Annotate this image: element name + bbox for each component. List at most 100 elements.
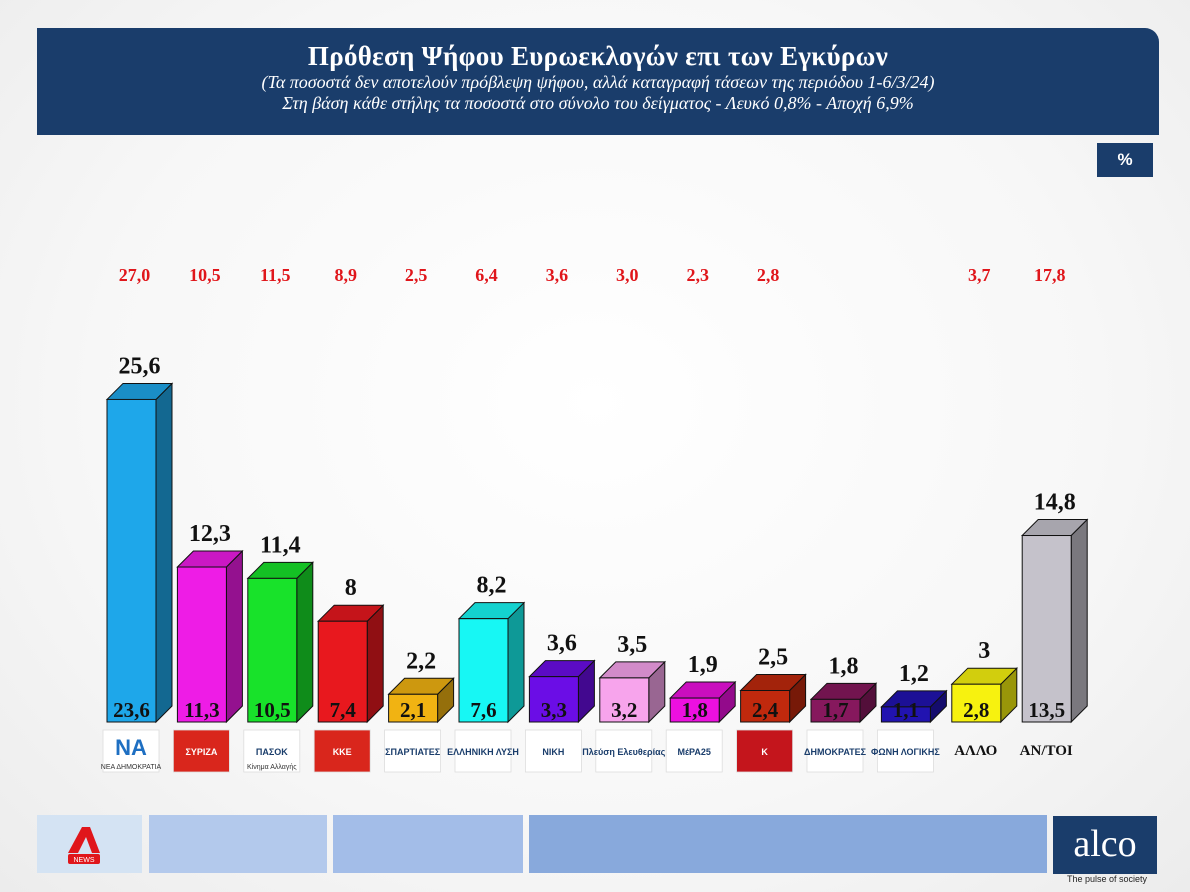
red-comparison-label: 3,0 bbox=[616, 265, 639, 285]
bar-value-label: 8,2 bbox=[477, 573, 507, 599]
bar-base-label: 1,1 bbox=[893, 698, 919, 722]
party-logo-text: ΑΝ/ΤΟΙ bbox=[1020, 743, 1073, 759]
party-logo-box bbox=[313, 729, 371, 773]
party-logo-text: ΚΚΕ bbox=[333, 747, 352, 757]
bar-side bbox=[366, 603, 384, 724]
party-logo-box bbox=[384, 729, 442, 773]
party-logo-text: Πλεύση Ελευθερίας bbox=[582, 747, 665, 757]
party-logo-box bbox=[736, 729, 793, 773]
alpha-news-text: NEWS bbox=[74, 857, 95, 864]
bar bbox=[1021, 535, 1072, 723]
bar-base-label: 23,6 bbox=[113, 698, 150, 722]
bar-base-label: 7,6 bbox=[470, 698, 496, 722]
red-comparison-label: 11,5 bbox=[260, 265, 291, 285]
bar-base-label: 13,5 bbox=[1028, 698, 1065, 722]
chart-subtitle-1: (Τα ποσοστά δεν αποτελούν πρόβλεψη ψήφου… bbox=[261, 72, 935, 92]
bar bbox=[951, 683, 1002, 723]
red-comparison-label: 2,8 bbox=[757, 265, 780, 285]
party-logo-box bbox=[665, 729, 723, 773]
party-logo-box bbox=[102, 729, 160, 773]
bar bbox=[528, 676, 579, 723]
bar-value-label: 1,2 bbox=[899, 661, 929, 687]
party-logo-text: ΝΙΚΗ bbox=[542, 747, 564, 757]
red-comparison-label: 10,5 bbox=[189, 265, 221, 285]
bar bbox=[176, 566, 227, 723]
party-logo-box bbox=[595, 729, 653, 773]
party-logo-text: ΝΑ bbox=[115, 735, 147, 760]
bar-value-label: 11,4 bbox=[260, 532, 301, 558]
party-logo-text: ΕΛΛΗΝΙΚΗ ΛΥΣΗ bbox=[447, 747, 519, 757]
bar bbox=[458, 618, 509, 723]
bar-value-label: 2,5 bbox=[758, 645, 788, 671]
title-banner: Πρόθεση Ψήφου Ευρωεκλογών επι των Εγκύρω… bbox=[37, 28, 1159, 135]
bar-value-label: 3,5 bbox=[617, 632, 647, 658]
bar-value-label: 1,9 bbox=[688, 652, 718, 678]
bar bbox=[880, 706, 931, 723]
party-logo-box bbox=[877, 729, 934, 773]
bar bbox=[599, 677, 650, 723]
party-logo-text: ΔΗΜΟΚΡΑΤΕΣ bbox=[804, 747, 867, 757]
bar bbox=[669, 697, 720, 723]
bar-base-label: 7,4 bbox=[330, 698, 357, 722]
bar bbox=[106, 398, 157, 723]
bar-value-label: 1,8 bbox=[829, 653, 859, 679]
party-logo-text: ΠΑΣΟΚ bbox=[256, 747, 288, 757]
alco-logo: alco bbox=[1053, 816, 1157, 874]
party-logo-box bbox=[454, 729, 512, 773]
party-logo-text: ΜέΡΑ25 bbox=[677, 747, 710, 757]
red-comparison-label: 2,3 bbox=[686, 265, 709, 285]
bar-base-label: 2,1 bbox=[400, 698, 426, 722]
bar-value-label: 3 bbox=[978, 638, 990, 664]
footer-block bbox=[529, 815, 1047, 873]
party-logo-box bbox=[806, 729, 864, 773]
red-comparison-label: 17,8 bbox=[1034, 265, 1066, 285]
bar-value-label: 12,3 bbox=[189, 521, 231, 547]
bar-value-label: 25,6 bbox=[119, 353, 161, 379]
party-logo-text: ΑΛΛΟ bbox=[954, 743, 997, 759]
red-comparison-label: 2,5 bbox=[405, 265, 428, 285]
red-comparison-label: 8,9 bbox=[334, 265, 357, 285]
chart-subtitle-2: Στη βάση κάθε στήλης τα ποσοστά στο σύνο… bbox=[282, 93, 914, 113]
bar-base-label: 1,8 bbox=[682, 698, 708, 722]
footer-block bbox=[333, 815, 523, 873]
bar-side bbox=[155, 382, 173, 724]
bar-value-label: 8 bbox=[345, 575, 357, 601]
party-logo-text: ΣΥΡΙΖΑ bbox=[185, 747, 217, 757]
bar-base-label: 11,3 bbox=[184, 698, 220, 722]
bar-side bbox=[1070, 518, 1088, 724]
party-logo-box bbox=[243, 729, 301, 773]
red-comparison-label: 27,0 bbox=[119, 265, 151, 285]
party-logo-box bbox=[172, 729, 230, 773]
bar-base-label: 1,7 bbox=[822, 698, 848, 722]
bar bbox=[810, 698, 861, 723]
bar-value-label: 14,8 bbox=[1034, 490, 1076, 516]
bar-base-label: 10,5 bbox=[254, 698, 291, 722]
party-logo-subtext: ΝΕΑ ΔΗΜΟΚΡΑΤΙΑ bbox=[101, 764, 162, 771]
bar-base-label: 3,3 bbox=[541, 698, 567, 722]
red-comparison-label: 3,6 bbox=[546, 265, 569, 285]
bar-side bbox=[225, 549, 243, 724]
party-logo-subtext: Κίνημα Αλλαγής bbox=[247, 763, 297, 771]
bar-value-label: 3,6 bbox=[547, 631, 577, 657]
party-logo-text: ΣΠΑΡΤΙΑΤΕΣ bbox=[385, 747, 441, 757]
bar bbox=[740, 690, 791, 723]
red-comparison-label: 3,7 bbox=[968, 265, 991, 285]
bar bbox=[388, 693, 439, 723]
chart-title: Πρόθεση Ψήφου Ευρωεκλογών επι των Εγκύρω… bbox=[307, 41, 889, 71]
alco-tagline: The pulse of society bbox=[1066, 874, 1148, 884]
footer-strip bbox=[37, 815, 1047, 873]
percent-unit-badge: % bbox=[1097, 143, 1153, 177]
bar-value-label: 2,2 bbox=[406, 648, 436, 674]
bar-base-label: 2,4 bbox=[752, 698, 779, 722]
bar-side bbox=[507, 601, 525, 724]
party-logo-text: ΦΩΝΗ ΛΟΓΙΚΗΣ bbox=[871, 747, 940, 757]
party-logo-box bbox=[525, 729, 582, 773]
party-logo-text: Κ bbox=[761, 747, 768, 757]
footer-block bbox=[149, 815, 327, 873]
bar-base-label: 2,8 bbox=[963, 698, 989, 722]
bar bbox=[317, 620, 368, 723]
red-comparison-label: 6,4 bbox=[475, 265, 498, 285]
bar-side bbox=[296, 561, 314, 724]
bar-base-label: 3,2 bbox=[611, 698, 637, 722]
